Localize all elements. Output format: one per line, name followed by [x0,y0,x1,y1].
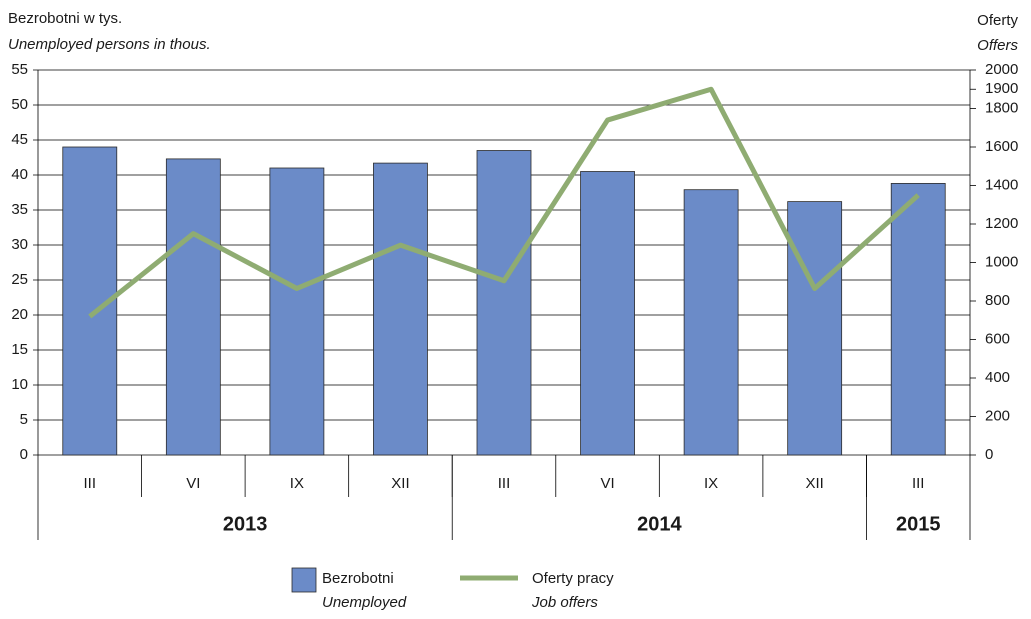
legend-swatch [291,567,317,593]
x-tick-label: III [84,475,97,492]
y-tick-label: 30 [11,236,28,253]
legend-label: Oferty pracy [532,570,614,587]
bar [890,182,946,456]
y2-axis-title: Oferty [977,12,1018,29]
y2-tick-label: 0 [985,446,993,463]
y2-tick-label: 200 [985,407,1010,424]
y-tick-label: 10 [11,376,28,393]
year-label: 2015 [896,513,941,535]
y2-tick-label: 600 [985,330,1010,347]
y-tick-label: 50 [11,96,28,113]
y-tick-label: 45 [11,131,28,148]
y-tick-label: 20 [11,306,28,323]
legend-label-en: Job offers [531,594,598,611]
x-tick-label: III [498,475,511,492]
x-tick-label: XII [391,475,409,492]
y2-tick-label: 1800 [985,99,1018,116]
y-tick-label: 40 [11,166,28,183]
x-tick-label: XII [805,475,823,492]
x-tick-label: IX [704,475,718,492]
bar [269,167,325,456]
line [88,86,920,319]
y2-tick-label: 2000 [985,61,1018,78]
y-tick-label: 55 [11,61,28,78]
y-tick-label: 15 [11,341,28,358]
legend-label: Bezrobotni [322,570,394,587]
y2-tick-label: 800 [985,292,1010,309]
y-axis-title-en: Unemployed persons in thous. [8,36,211,53]
x-tick-label: VI [600,475,614,492]
y2-tick-label: 1200 [985,215,1018,232]
y2-tick-label: 400 [985,369,1010,386]
year-label: 2014 [637,513,682,535]
y2-tick-label: 1000 [985,253,1018,270]
y-axis-title: Bezrobotni w tys. [8,10,122,27]
y-tick-label: 35 [11,201,28,218]
y2-tick-label: 1600 [985,138,1018,155]
bar [373,162,428,456]
y2-axis-title-en: Offers [977,37,1018,54]
x-tick-label: VI [186,475,200,492]
legend-label-en: Unemployed [322,594,407,611]
year-label: 2013 [223,513,268,535]
y-tick-label: 25 [11,271,28,288]
y-tick-label: 5 [20,411,28,428]
y2-tick-label: 1900 [985,80,1018,97]
bar [476,150,532,456]
x-tick-label: IX [290,475,304,492]
bar [683,189,739,456]
y-tick-label: 0 [20,446,28,463]
y2-tick-label: 1400 [985,176,1018,193]
bar [580,171,635,456]
bar [787,201,843,456]
bar [165,158,221,456]
x-tick-label: III [912,475,925,492]
